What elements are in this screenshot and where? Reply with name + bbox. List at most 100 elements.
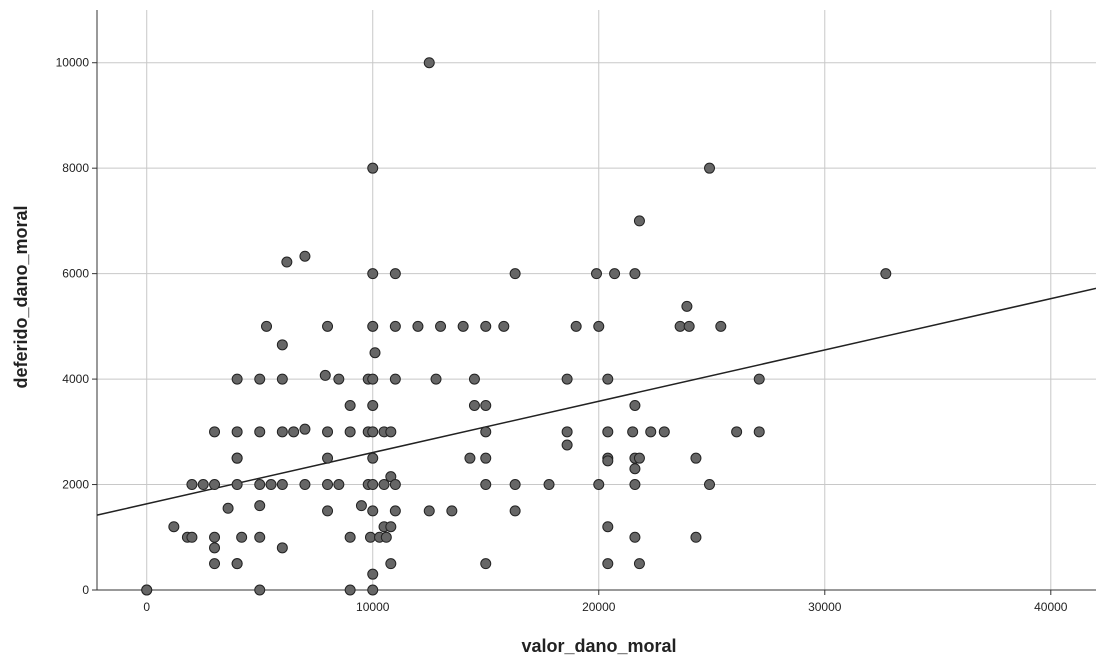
- data-point: [231, 373, 243, 385]
- data-point: [423, 505, 435, 517]
- data-point: [591, 268, 602, 280]
- y-tick-label: 8000: [62, 161, 89, 175]
- data-point: [629, 399, 641, 411]
- data-point: [385, 426, 397, 438]
- data-point: [344, 584, 356, 596]
- data-point: [261, 320, 273, 332]
- data-point: [385, 521, 397, 533]
- data-point: [322, 505, 334, 517]
- data-point: [681, 300, 693, 312]
- x-tick-label: 10000: [356, 600, 390, 614]
- fit-line-group: [96, 287, 1096, 516]
- data-point: [209, 426, 221, 438]
- data-point: [355, 500, 367, 512]
- data-point: [715, 320, 727, 332]
- data-point: [333, 479, 345, 491]
- data-point: [197, 479, 209, 491]
- y-axis-title: deferido_dano_moral: [11, 205, 31, 388]
- data-point: [446, 505, 458, 517]
- data-point: [509, 505, 521, 517]
- data-point: [380, 531, 392, 543]
- data-point: [333, 373, 345, 385]
- data-point: [344, 531, 356, 543]
- data-point: [480, 452, 492, 464]
- data-point: [543, 479, 555, 491]
- data-point: [209, 558, 221, 570]
- x-tick-label: 0: [143, 600, 150, 614]
- data-point: [412, 320, 424, 332]
- data-point: [186, 531, 198, 543]
- data-point: [658, 426, 670, 438]
- data-point: [254, 373, 266, 385]
- data-point: [602, 426, 614, 438]
- data-point: [168, 521, 180, 533]
- data-point: [231, 479, 243, 491]
- data-point: [683, 320, 695, 332]
- data-point: [690, 452, 702, 464]
- data-point: [880, 268, 892, 280]
- data-point: [322, 320, 334, 332]
- data-point: [385, 558, 397, 570]
- data-point: [186, 479, 198, 491]
- data-point: [480, 426, 492, 438]
- data-points: [141, 57, 892, 596]
- data-point: [299, 250, 311, 262]
- data-point: [209, 479, 221, 491]
- data-point: [367, 479, 379, 491]
- y-tick-label: 0: [82, 583, 89, 597]
- data-point: [281, 256, 293, 268]
- data-point: [602, 558, 614, 570]
- y-tick-label: 6000: [62, 267, 89, 281]
- data-point: [254, 531, 266, 543]
- data-point: [423, 57, 435, 69]
- data-point: [367, 452, 379, 464]
- data-point: [276, 542, 288, 554]
- data-point: [254, 584, 266, 596]
- data-point: [509, 268, 521, 280]
- data-point: [276, 339, 288, 351]
- data-point: [344, 399, 356, 411]
- data-point: [322, 426, 334, 438]
- data-point: [276, 479, 288, 491]
- data-point: [435, 320, 447, 332]
- data-point: [299, 423, 311, 435]
- data-point: [633, 558, 645, 570]
- data-point: [602, 521, 614, 533]
- data-point: [570, 320, 582, 332]
- data-point: [629, 479, 641, 491]
- data-point: [367, 320, 379, 332]
- data-point: [480, 479, 492, 491]
- data-point: [480, 399, 492, 411]
- data-point: [322, 479, 334, 491]
- data-point: [593, 479, 605, 491]
- data-point: [367, 162, 379, 174]
- data-point: [367, 373, 379, 385]
- data-point: [509, 479, 521, 491]
- data-point: [299, 479, 311, 491]
- data-point: [389, 505, 401, 517]
- data-point: [561, 373, 573, 385]
- y-tick-label: 2000: [62, 478, 89, 492]
- data-point: [627, 426, 639, 438]
- data-point: [367, 584, 379, 596]
- data-point: [561, 439, 573, 451]
- data-point: [753, 426, 765, 438]
- data-point: [367, 426, 379, 438]
- data-point: [602, 455, 614, 467]
- data-point: [209, 542, 221, 554]
- data-point: [609, 268, 621, 280]
- data-point: [468, 373, 480, 385]
- data-point: [254, 500, 266, 512]
- data-point: [389, 320, 401, 332]
- data-point: [593, 320, 605, 332]
- x-axis-title: valor_dano_moral: [521, 636, 676, 656]
- data-point: [731, 426, 743, 438]
- data-point: [367, 268, 379, 280]
- data-point: [231, 426, 243, 438]
- data-point: [389, 479, 401, 491]
- y-tick-label: 4000: [62, 372, 89, 386]
- data-point: [480, 558, 492, 570]
- data-point: [753, 373, 765, 385]
- data-point: [231, 558, 243, 570]
